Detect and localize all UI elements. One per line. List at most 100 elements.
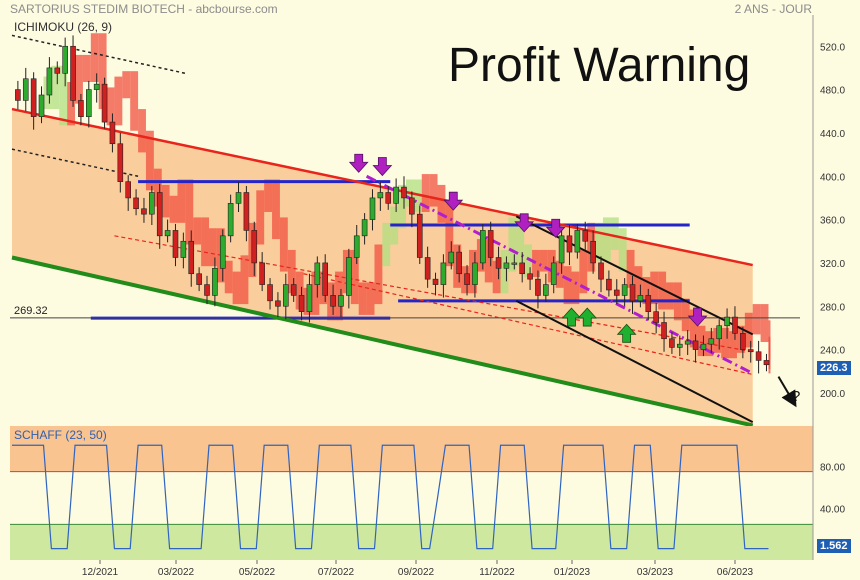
date-tick-label: 03/2023 <box>637 567 674 578</box>
schaff-tick-label: 40.00 <box>820 505 845 516</box>
candle-body <box>700 343 707 350</box>
candle-body <box>251 230 258 264</box>
candle-body <box>219 235 226 269</box>
candle-body <box>503 262 510 269</box>
cloud-segment <box>760 304 769 342</box>
cloud-segment <box>240 255 249 305</box>
candle-body <box>243 192 250 231</box>
candle-body <box>479 230 486 264</box>
candle-body <box>227 203 234 237</box>
cloud-segment <box>374 244 383 305</box>
candle-body <box>306 284 313 312</box>
candle-body <box>141 208 147 215</box>
candle-body <box>558 235 565 264</box>
cloud-segment <box>98 33 107 110</box>
candle-body <box>684 340 691 345</box>
cloud-segment <box>768 347 771 374</box>
cloud-segment <box>532 249 540 277</box>
candle-body <box>188 240 195 275</box>
buy-arrow <box>561 307 582 327</box>
cloud-segment <box>145 130 154 191</box>
cloud-segment <box>666 282 674 310</box>
price-tick-label: 520.0 <box>820 42 845 53</box>
profit-warning-headline: Profit Warning <box>448 39 751 92</box>
cloud-segment <box>177 179 186 223</box>
candle-body <box>448 251 455 264</box>
candle-body <box>582 230 589 242</box>
cloud-segment <box>524 244 533 277</box>
date-tick-label: 11/2022 <box>479 567 515 578</box>
cloud-segment <box>358 282 367 315</box>
cloud-segment <box>295 271 304 310</box>
candle-body <box>747 349 754 353</box>
cloud-segment <box>201 217 209 267</box>
candle-body <box>275 300 281 307</box>
trendline-purple_dashdot <box>365 174 754 375</box>
candle-body <box>716 325 723 340</box>
cloud-segment <box>67 82 76 126</box>
cloud-segment <box>729 331 737 359</box>
candle-body <box>204 284 210 296</box>
candle-body <box>330 295 336 307</box>
candlesticks <box>15 35 770 374</box>
schaff-axis-ticks: 40.00 80.00 <box>820 462 845 515</box>
price-tick-label: 440.0 <box>820 129 845 140</box>
cloud-segment <box>516 217 525 267</box>
price-axis-ticks: 200.0 240.0 280.0 320.0 360.0 400.0 440.0 480.0… <box>820 42 845 400</box>
candle-body <box>109 121 116 145</box>
cloud-segment <box>224 260 233 294</box>
cloud-segment <box>130 71 139 131</box>
cloud-segment <box>421 174 430 212</box>
price-tick-label: 240.0 <box>820 346 845 357</box>
cloud-segment <box>508 217 517 272</box>
cloud-segment <box>59 65 68 126</box>
cloud-segment <box>232 271 241 305</box>
trendline-lower_channel <box>11 255 754 428</box>
cloud-segment <box>82 54 91 82</box>
candle-body <box>495 257 502 269</box>
candle-body <box>456 251 462 275</box>
cloud-segment <box>571 271 580 305</box>
cloud-segment <box>492 260 501 294</box>
cloud-segment <box>185 179 194 245</box>
candle-body <box>377 192 384 199</box>
cloud-segment <box>610 217 619 250</box>
candle-body <box>46 67 53 96</box>
candle-body <box>298 295 305 312</box>
candle-body <box>472 262 478 285</box>
cloud-segment <box>618 228 627 272</box>
candle-body <box>740 333 746 350</box>
candle-body <box>393 186 399 204</box>
candle-body <box>598 262 604 280</box>
candle-body <box>432 278 439 285</box>
candle-body <box>180 240 187 258</box>
cloud-segment <box>721 327 730 359</box>
candle-body <box>133 197 139 210</box>
cloud-segment <box>256 190 265 245</box>
candle-body <box>409 197 415 215</box>
candle-body <box>196 273 202 285</box>
candle-body <box>440 262 447 285</box>
cloud-segment <box>106 87 115 126</box>
candle-body <box>692 340 699 350</box>
cloud-segment <box>579 249 588 294</box>
cloud-segment <box>658 271 667 310</box>
candle-body <box>535 278 541 296</box>
candle-body <box>590 240 596 264</box>
candle-body <box>621 284 628 296</box>
candle-body <box>282 284 289 307</box>
sell-arrow <box>372 157 393 177</box>
candle-body <box>606 278 612 291</box>
buy-arrow <box>616 323 637 343</box>
schaff-line <box>12 444 769 550</box>
schaff-label: SCHAFF (23, 50) <box>14 428 107 442</box>
candle-body <box>543 284 549 296</box>
sell-arrow <box>514 213 535 233</box>
schaff-lower-zone <box>10 524 813 560</box>
candle-body <box>487 230 494 258</box>
cloud-segment <box>484 239 493 283</box>
candle-body <box>385 192 392 204</box>
reference-level-label: 269.32 <box>14 305 48 317</box>
sell-arrow <box>348 153 369 173</box>
last-schaff-tag: 1.562 <box>817 539 851 553</box>
